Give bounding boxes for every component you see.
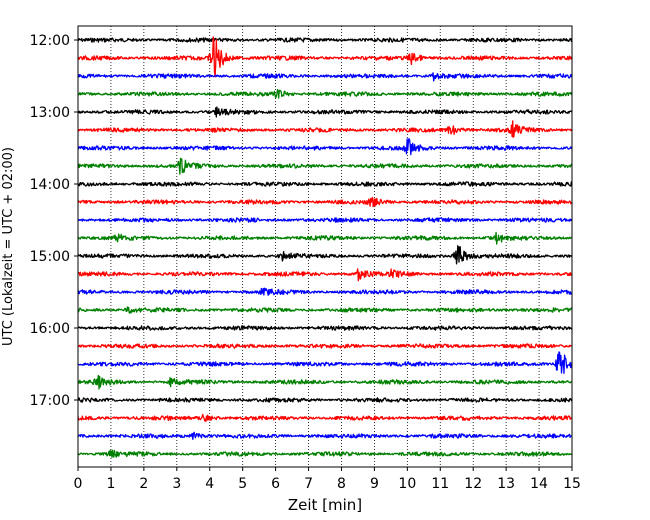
trace-line-1345: [77, 157, 573, 175]
trace-line-1715: [77, 413, 573, 423]
trace-line-1700: [77, 397, 573, 403]
y-tick-label: 16:00: [30, 321, 70, 337]
trace-line-1245: [77, 89, 573, 99]
x-tick-label: 13: [497, 476, 515, 492]
x-tick-label: 1: [106, 476, 115, 492]
x-tick-label: 11: [431, 476, 449, 492]
y-axis: 12:00 13:00 14:00 15:00 16:00 17:00: [30, 33, 78, 409]
trace-line-1615: [77, 343, 573, 349]
y-tick-label: 12:00: [30, 33, 70, 49]
x-tick-label: 14: [530, 476, 548, 492]
trace-line-1200: [77, 37, 573, 43]
x-tick-label: 9: [370, 476, 379, 492]
x-tick-label: 12: [464, 476, 482, 492]
x-axis-label: Zeit [min]: [288, 496, 362, 514]
trace-line-1215: [77, 36, 573, 78]
trace-line-1430: [77, 217, 573, 223]
trace-line-1315: [77, 120, 573, 138]
trace-line-1415: [77, 196, 573, 208]
y-tick-label: 14:00: [30, 177, 70, 193]
trace-group: [77, 36, 573, 458]
x-axis: 0 1 2 3 4 5 6 7 8 9 10 11 12 13 14 15: [74, 467, 581, 492]
x-tick-label: 6: [271, 476, 280, 492]
trace-line-1600: [77, 325, 573, 331]
x-tick-label: 4: [205, 476, 214, 492]
x-tick-label: 10: [398, 476, 416, 492]
trace-line-1745: [77, 449, 573, 458]
trace-line-1630: [77, 351, 573, 374]
trace-line-1445: [77, 231, 573, 245]
y-axis-label: UTC (Lokalzeit = UTC + 02:00): [1, 147, 16, 346]
trace-line-1730: [77, 431, 573, 440]
trace-line-1645: [77, 374, 573, 390]
trace-line-1400: [77, 181, 573, 187]
x-tick-label: 15: [563, 476, 581, 492]
y-tick-label: 17:00: [30, 393, 70, 409]
trace-line-1230: [77, 72, 573, 82]
plot-frame: [77, 25, 573, 468]
x-tick-label: 2: [139, 476, 148, 492]
x-tick-label: 7: [304, 476, 313, 492]
trace-line-1530: [77, 287, 573, 296]
x-tick-label: 0: [74, 476, 83, 492]
y-tick-label: 15:00: [30, 249, 70, 265]
trace-line-1515: [77, 268, 573, 282]
x-tick-label: 8: [337, 476, 346, 492]
x-tick-label: 3: [172, 476, 181, 492]
trace-line-1300: [77, 106, 573, 118]
x-tick-label: 5: [238, 476, 247, 492]
trace-line-1500: [77, 245, 573, 265]
trace-line-1330: [77, 137, 573, 156]
trace-line-1545: [77, 306, 573, 314]
y-tick-label: 13:00: [30, 105, 70, 121]
